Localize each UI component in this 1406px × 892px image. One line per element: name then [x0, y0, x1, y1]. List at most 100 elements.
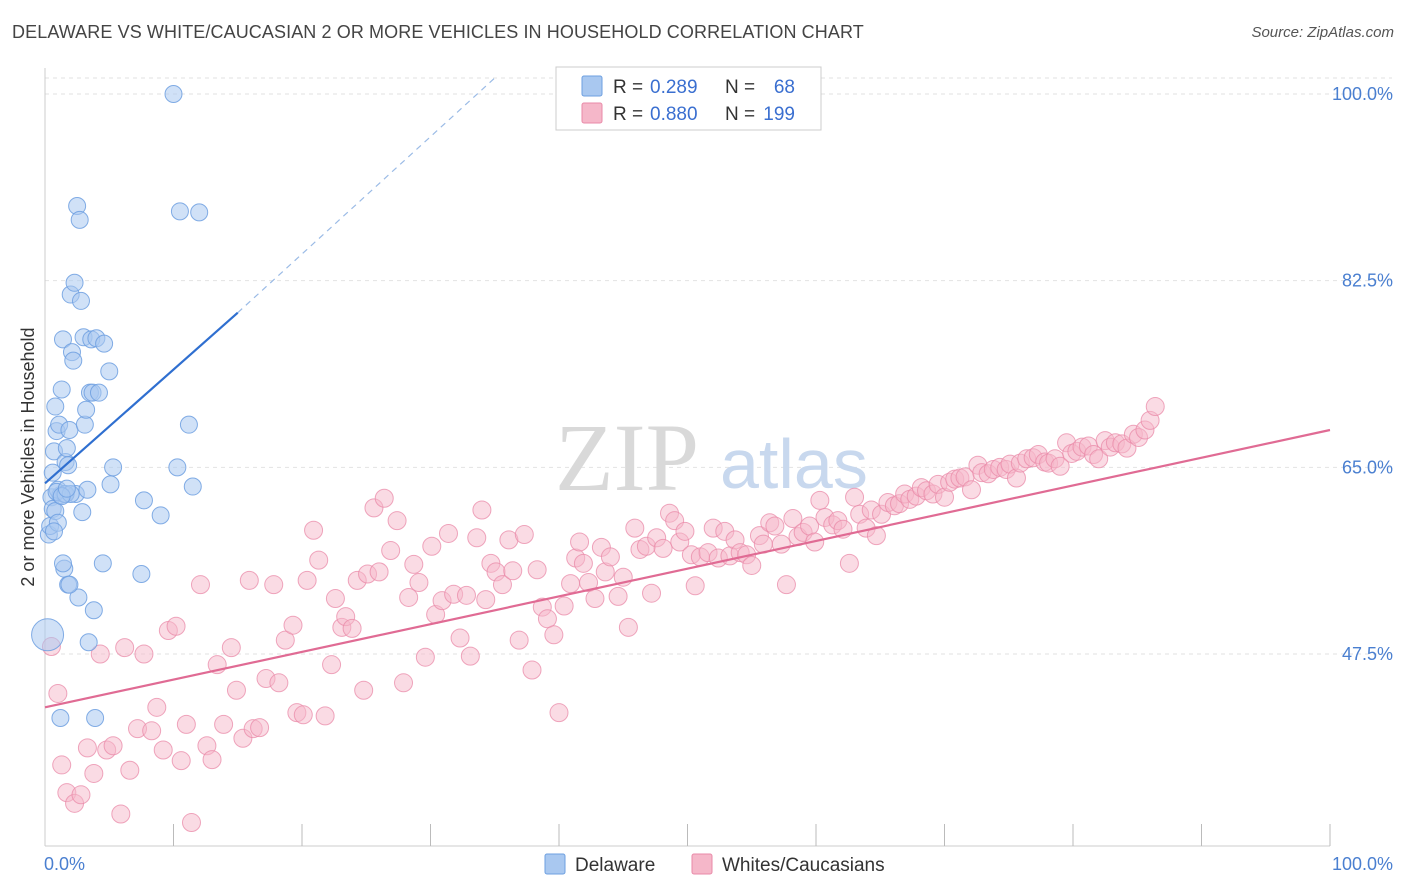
x-tick-labels: 0.0% 100.0% [44, 854, 1393, 874]
data-point-whites [399, 587, 419, 607]
axes [44, 68, 1331, 847]
legend-swatch-whites [581, 102, 603, 124]
data-point-delaware [53, 554, 72, 573]
data-point-whites [103, 736, 123, 756]
data-point-delaware [46, 397, 65, 416]
data-point-delaware [86, 709, 105, 727]
data-point-delaware [77, 400, 96, 419]
data-point-whites [549, 703, 569, 723]
data-point-delaware [95, 334, 114, 353]
data-point-whites [503, 561, 523, 581]
data-point-delaware [93, 554, 112, 573]
data-point-delaware [73, 503, 92, 522]
data-point-delaware [51, 709, 70, 727]
data-point-whites [77, 738, 97, 758]
data-point-delaware [101, 475, 120, 494]
watermark-zip: ZIP [555, 404, 699, 511]
series-whites-caucasians [41, 397, 1165, 833]
data-point-whites [71, 785, 91, 805]
data-point-whites [570, 532, 590, 552]
data-point-whites [492, 575, 512, 595]
data-point-whites [181, 813, 201, 833]
data-point-whites [839, 553, 859, 573]
x-tick-label: 0.0% [44, 854, 85, 874]
data-point-whites [1145, 397, 1165, 417]
data-point-whites [176, 714, 196, 734]
data-point-whites [561, 574, 581, 594]
legend-r-label-whites: R = [613, 104, 643, 125]
data-point-whites [153, 740, 173, 760]
data-point-delaware [69, 588, 88, 607]
watermark-atlas: atlas [720, 425, 868, 503]
data-point-whites [585, 589, 605, 609]
data-point-whites [325, 589, 345, 609]
data-point-delaware [104, 458, 123, 477]
data-point-delaware [43, 463, 62, 482]
data-point-whites [322, 655, 342, 675]
data-point-delaware [52, 380, 71, 399]
data-point-delaware [31, 618, 65, 652]
data-point-whites [48, 683, 68, 703]
data-point-whites [554, 596, 574, 616]
data-point-whites [685, 576, 705, 596]
bottom-legend-swatch-whites [691, 853, 713, 875]
data-point-whites [297, 570, 317, 590]
data-point-whites [309, 550, 329, 570]
data-point-whites [467, 528, 487, 548]
data-point-delaware [59, 456, 78, 475]
data-point-whites [283, 615, 303, 635]
legend-swatch-delaware [581, 75, 603, 97]
data-point-whites [269, 673, 289, 693]
data-point-whites [374, 488, 394, 508]
data-point-whites [147, 697, 167, 717]
data-point-whites [460, 646, 480, 666]
y-axis-label: 2 or more Vehicles in Household [18, 327, 38, 586]
data-point-whites [527, 560, 547, 580]
trend-line-delaware [44, 311, 239, 485]
data-point-delaware [179, 415, 198, 434]
data-point-whites [618, 617, 638, 637]
data-point-whites [142, 721, 162, 741]
data-point-whites [642, 583, 662, 603]
data-point-whites [783, 509, 803, 529]
x-tick-label: 100.0% [1332, 854, 1393, 874]
legend-n-value-whites: 199 [763, 104, 795, 125]
data-point-delaware [60, 421, 79, 439]
data-point-whites [472, 500, 492, 520]
data-point-whites [415, 647, 435, 667]
data-point-delaware [53, 330, 72, 349]
data-point-whites [422, 536, 442, 556]
trend-line-whites [44, 428, 1331, 709]
data-point-whites [115, 638, 135, 658]
data-point-whites [476, 590, 496, 610]
data-point-whites [342, 618, 362, 638]
data-point-whites [90, 644, 110, 664]
y-tick-label: 100.0% [1332, 84, 1393, 104]
data-point-whites [456, 585, 476, 605]
legend-r-value-whites: 0.880 [650, 104, 698, 125]
data-point-whites [845, 487, 865, 507]
data-point-delaware [75, 415, 94, 434]
series-delaware [31, 85, 209, 727]
legend-box: R = 0.289 N = 68 R = 0.880 N = 199 [555, 66, 822, 131]
data-point-whites [866, 526, 886, 546]
data-point-whites [1050, 456, 1070, 476]
data-point-whites [120, 760, 140, 780]
chart-title: DELAWARE VS WHITE/CAUCASIAN 2 OR MORE VE… [12, 22, 864, 42]
data-point-whites [214, 714, 234, 734]
data-point-whites [226, 680, 246, 700]
grid-lines [45, 77, 1392, 655]
data-point-delaware [89, 383, 108, 402]
legend-n-value-delaware: 68 [774, 77, 795, 98]
bottom-legend: Delaware Whites/Caucasians [544, 853, 885, 876]
data-point-whites [544, 625, 564, 645]
data-point-whites [304, 520, 324, 540]
data-point-whites [293, 705, 313, 725]
data-point-whites [514, 525, 534, 545]
source-label: Source: ZipAtlas.com [1251, 24, 1394, 41]
data-point-delaware [132, 565, 151, 583]
data-point-whites [171, 751, 191, 771]
data-point-whites [134, 644, 154, 664]
data-point-delaware [164, 85, 183, 103]
